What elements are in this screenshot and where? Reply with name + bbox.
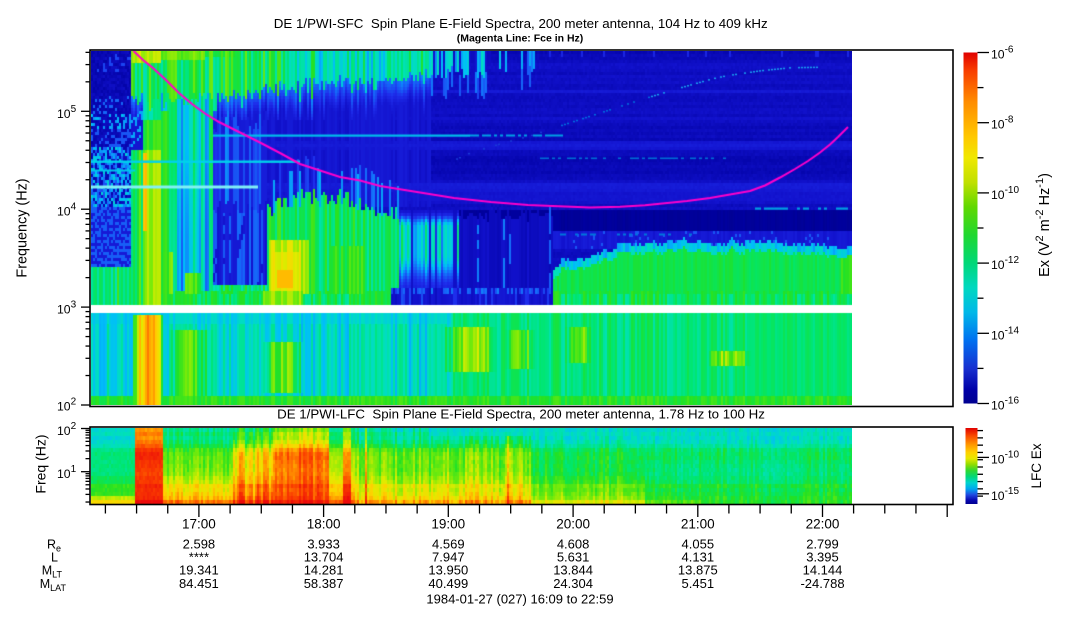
svg-text:102: 102 bbox=[57, 397, 77, 414]
svg-text:10-15: 10-15 bbox=[991, 486, 1019, 503]
svg-text:MLAT: MLAT bbox=[40, 577, 67, 593]
svg-text:7.947: 7.947 bbox=[432, 550, 465, 565]
svg-text:****: **** bbox=[189, 550, 209, 565]
svg-text:3.933: 3.933 bbox=[307, 536, 340, 551]
svg-text:10-12: 10-12 bbox=[991, 255, 1019, 272]
svg-text:1984-01-27 (027) 16:09 to 22:5: 1984-01-27 (027) 16:09 to 22:59 bbox=[426, 591, 613, 606]
svg-text:10-10: 10-10 bbox=[991, 185, 1019, 202]
svg-text:(Magenta Line: Fce in Hz): (Magenta Line: Fce in Hz) bbox=[457, 33, 584, 45]
svg-text:13.875: 13.875 bbox=[678, 563, 718, 578]
svg-text:10-6: 10-6 bbox=[991, 45, 1014, 62]
svg-text:21:00: 21:00 bbox=[681, 517, 715, 532]
svg-text:DE 1/PWI-SFC Spin Plane E-Fie: DE 1/PWI-SFC Spin Plane E-Field Spectra,… bbox=[274, 16, 768, 31]
svg-text:2.598: 2.598 bbox=[183, 536, 216, 551]
svg-text:13.950: 13.950 bbox=[428, 563, 468, 578]
svg-text:L: L bbox=[51, 551, 58, 565]
svg-text:Ex (V2 m-2 Hz-1): Ex (V2 m-2 Hz-1) bbox=[1034, 173, 1053, 277]
svg-text:13.704: 13.704 bbox=[304, 550, 344, 565]
svg-text:19:00: 19:00 bbox=[431, 517, 465, 532]
svg-text:10-8: 10-8 bbox=[991, 115, 1014, 132]
svg-text:40.499: 40.499 bbox=[428, 576, 468, 591]
svg-text:4.569: 4.569 bbox=[432, 536, 465, 551]
svg-text:10-10: 10-10 bbox=[991, 449, 1019, 466]
svg-text:14.144: 14.144 bbox=[803, 563, 843, 578]
svg-text:DE 1/PWI-LFC Spin Plane E-Fie: DE 1/PWI-LFC Spin Plane E-Field Spectra,… bbox=[277, 407, 765, 422]
svg-text:22:00: 22:00 bbox=[806, 517, 840, 532]
svg-text:MLT: MLT bbox=[42, 564, 63, 580]
svg-text:58.387: 58.387 bbox=[304, 576, 344, 591]
svg-text:104: 104 bbox=[57, 202, 77, 219]
svg-text:Frequency (Hz): Frequency (Hz) bbox=[15, 178, 31, 277]
svg-text:Freq (Hz): Freq (Hz) bbox=[33, 434, 49, 493]
svg-text:24.304: 24.304 bbox=[553, 576, 593, 591]
svg-text:13.844: 13.844 bbox=[553, 563, 593, 578]
svg-text:105: 105 bbox=[57, 104, 77, 121]
svg-text:19.341: 19.341 bbox=[179, 563, 219, 578]
svg-text:20:00: 20:00 bbox=[556, 517, 590, 532]
svg-text:4.131: 4.131 bbox=[682, 550, 715, 565]
svg-text:102: 102 bbox=[57, 421, 77, 438]
svg-text:-24.788: -24.788 bbox=[800, 576, 844, 591]
svg-text:Re: Re bbox=[47, 537, 61, 553]
svg-text:4.055: 4.055 bbox=[682, 536, 715, 551]
svg-text:101: 101 bbox=[57, 464, 77, 481]
svg-text:5.451: 5.451 bbox=[682, 576, 715, 591]
svg-text:14.281: 14.281 bbox=[304, 563, 344, 578]
svg-text:5.631: 5.631 bbox=[557, 550, 590, 565]
svg-text:103: 103 bbox=[57, 300, 77, 317]
svg-text:84.451: 84.451 bbox=[179, 576, 219, 591]
svg-text:3.395: 3.395 bbox=[806, 550, 839, 565]
svg-text:10-16: 10-16 bbox=[991, 396, 1019, 413]
svg-text:2.799: 2.799 bbox=[806, 536, 839, 551]
svg-text:10-14: 10-14 bbox=[991, 325, 1019, 342]
svg-text:LFC Ex: LFC Ex bbox=[1029, 443, 1044, 488]
svg-text:17:00: 17:00 bbox=[182, 517, 216, 532]
svg-text:18:00: 18:00 bbox=[307, 517, 341, 532]
svg-text:4.608: 4.608 bbox=[557, 536, 590, 551]
